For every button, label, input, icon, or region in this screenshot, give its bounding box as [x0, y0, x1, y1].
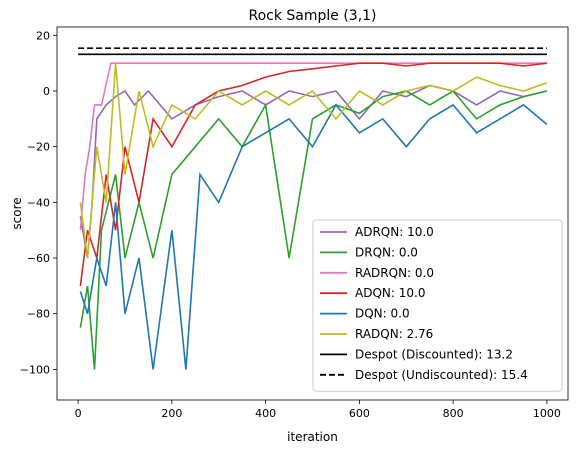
- y-tick-label-4: −20: [27, 141, 50, 154]
- y-tick-label-3: −40: [27, 196, 50, 209]
- x-tick-label-5: 1000: [533, 407, 561, 420]
- legend-label-0: ADRQN: 10.0: [355, 225, 434, 239]
- legend-label-1: DRQN: 0.0: [355, 245, 418, 259]
- chart-title: Rock Sample (3,1): [248, 8, 376, 24]
- legend-label-6: Despot (Discounted): 13.2: [355, 347, 513, 361]
- y-tick-label-1: −80: [27, 308, 50, 321]
- x-axis-label: iteration: [287, 430, 338, 444]
- y-tick-label-6: 20: [36, 29, 50, 42]
- series-line-4: [79, 103, 548, 370]
- series-line-5: [79, 63, 548, 259]
- y-tick-label-5: 0: [43, 85, 50, 98]
- y-tick-label-2: −60: [27, 252, 50, 265]
- legend-label-7: Despot (Undiscounted): 15.4: [355, 368, 528, 382]
- legend-box: [312, 219, 563, 392]
- legend-label-2: RADRQN: 0.0: [355, 266, 434, 280]
- legend-label-5: RADQN: 2.76: [355, 327, 433, 341]
- x-tick-label-1: 200: [161, 407, 182, 420]
- legend-label-4: DQN: 0.0: [355, 307, 410, 321]
- y-tick-label-0: −100: [20, 363, 50, 376]
- plot-frame: [56, 26, 569, 401]
- series-line-2: [79, 62, 547, 231]
- series-line-3: [79, 62, 547, 287]
- ticks-layer: 0 200 400 600 800 1000 −100 −80 −60 −40 −20 0 20: [20, 29, 561, 420]
- x-tick-label-4: 800: [443, 407, 464, 420]
- y-axis-label: score: [10, 197, 24, 229]
- x-tick-label-3: 600: [349, 407, 370, 420]
- legend: ADRQN: 10.0 DRQN: 0.0 RADRQN: 0.0 ADQN: 10.…: [312, 219, 563, 392]
- legend-label-3: ADQN: 10.0: [355, 286, 425, 300]
- x-tick-label-2: 400: [255, 407, 276, 420]
- series-layer: [78, 47, 548, 370]
- x-tick-label-0: 0: [75, 407, 82, 420]
